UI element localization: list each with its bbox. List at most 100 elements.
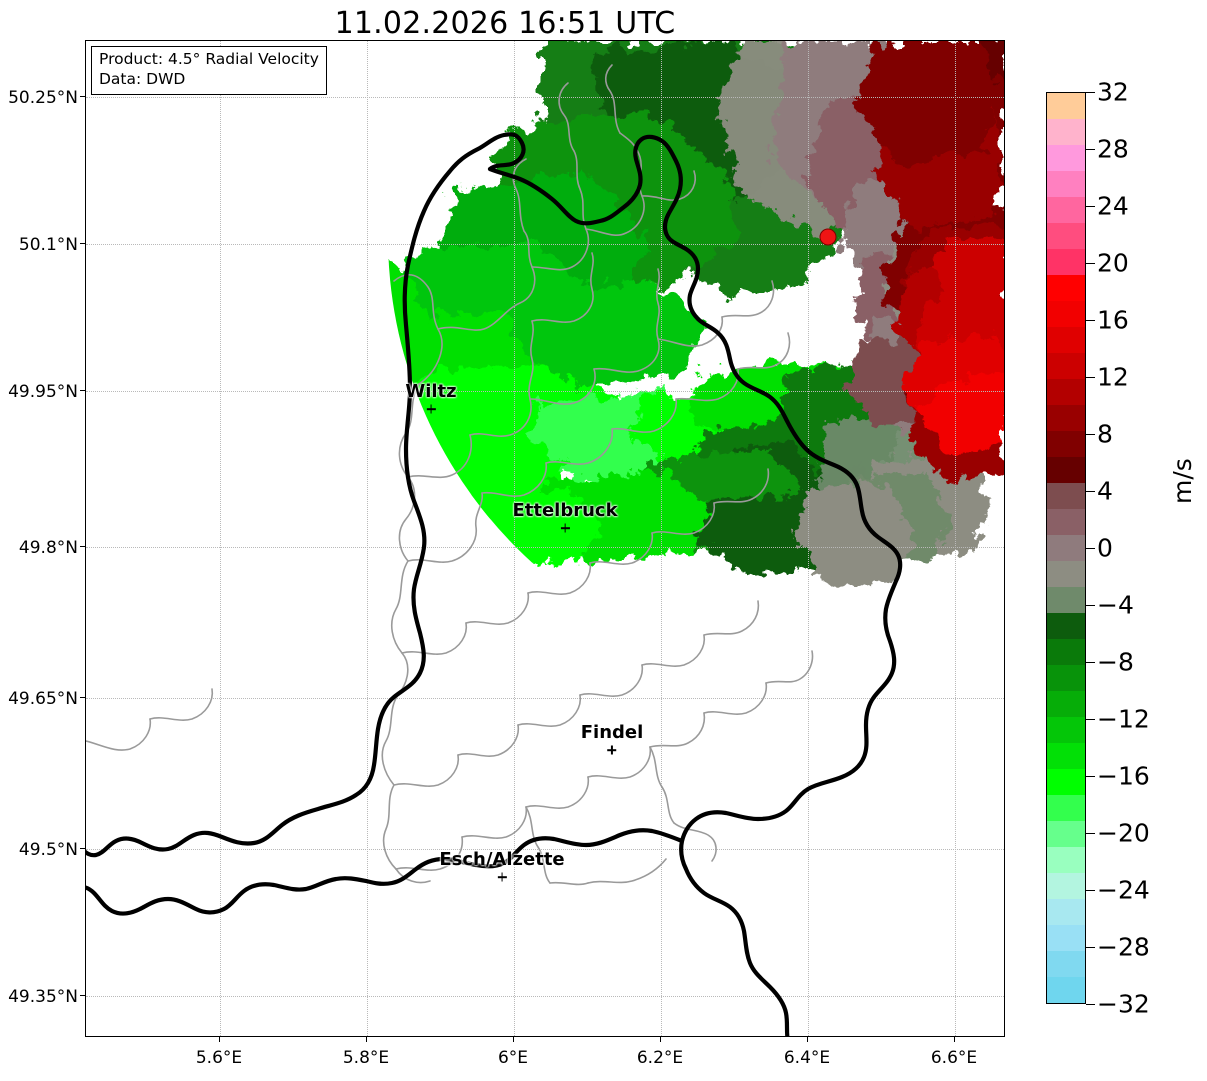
y-tick-label: 50.1°N — [18, 235, 78, 255]
colorbar-tick-mark — [1086, 833, 1095, 834]
gridline-horizontal — [86, 849, 1004, 850]
colorbar-segment — [1047, 249, 1085, 275]
colorbar-unit-label: m/s — [1168, 458, 1197, 504]
colorbar-segment — [1047, 405, 1085, 431]
colorbar-segment — [1047, 145, 1085, 171]
page-title: 11.02.2026 16:51 UTC — [334, 6, 676, 41]
radar-site-marker[interactable] — [819, 228, 837, 246]
colorbar-segment — [1047, 535, 1085, 561]
colorbar-segment — [1047, 639, 1085, 665]
colorbar-segment — [1047, 665, 1085, 691]
colorbar-segment — [1047, 821, 1085, 847]
colorbar-tick-label: 16 — [1097, 305, 1129, 335]
city-label-findel: Findel — [581, 722, 644, 756]
colorbar-tick-label: 4 — [1097, 476, 1113, 506]
colorbar-segment — [1047, 353, 1085, 379]
colorbar-segment — [1047, 925, 1085, 951]
gridline-horizontal — [86, 391, 1004, 392]
colorbar-segment — [1047, 197, 1085, 223]
colorbar-tick-label: −8 — [1097, 647, 1134, 677]
colorbar-tick-mark — [1086, 320, 1095, 321]
gridline-vertical — [514, 41, 515, 1036]
colorbar-segment — [1047, 795, 1085, 821]
colorbar-tick-label: −4 — [1097, 590, 1134, 620]
gridline-horizontal — [86, 244, 1004, 245]
gridline-horizontal — [86, 547, 1004, 548]
y-tick-label: 50.25°N — [8, 88, 78, 108]
colorbar-tick-mark — [1086, 92, 1095, 93]
y-tick-mark — [80, 390, 85, 391]
colorbar-tick-label: −24 — [1097, 875, 1150, 905]
colorbar-tick-mark — [1086, 548, 1095, 549]
x-tick-label: 6°E — [497, 1048, 529, 1068]
colorbar-segment — [1047, 93, 1085, 119]
colorbar-tick-label: −16 — [1097, 761, 1150, 791]
colorbar-tick-label: 8 — [1097, 419, 1113, 449]
x-tick-label: 6.4°E — [783, 1048, 831, 1068]
y-tick-label: 49.95°N — [8, 382, 78, 402]
colorbar-segment — [1047, 743, 1085, 769]
y-tick-mark — [80, 96, 85, 97]
colorbar-segment — [1047, 691, 1085, 717]
y-tick-mark — [80, 848, 85, 849]
colorbar-segment — [1047, 483, 1085, 509]
city-name: Findel — [580, 722, 644, 743]
city-marker-icon — [405, 403, 456, 415]
colorbar-segment — [1047, 717, 1085, 743]
colorbar-tick-label: −28 — [1097, 932, 1150, 962]
radar-map-plot[interactable]: Product: 4.5° Radial Velocity Data: DWD … — [85, 40, 1005, 1037]
legend-data-line: Data: DWD — [99, 69, 186, 88]
product-info-box: Product: 4.5° Radial Velocity Data: DWD — [91, 46, 327, 95]
administrative-boundaries — [86, 64, 903, 1036]
x-tick-label: 5.8°E — [342, 1048, 390, 1068]
colorbar-tick-mark — [1086, 149, 1095, 150]
y-tick-label: 49.65°N — [8, 689, 78, 709]
colorbar-segment — [1047, 457, 1085, 483]
colorbar-segment — [1047, 431, 1085, 457]
x-tick-label: 5.6°E — [195, 1048, 243, 1068]
city-name: Esch/Alzette — [439, 849, 565, 870]
x-tick-label: 6.6°E — [930, 1048, 978, 1068]
x-tick-label: 6.2°E — [636, 1048, 684, 1068]
y-tick-mark — [80, 546, 85, 547]
colorbar-tick-label: −20 — [1097, 818, 1150, 848]
colorbar-tick-mark — [1086, 890, 1095, 891]
city-marker-icon — [512, 522, 617, 534]
colorbar-segment — [1047, 769, 1085, 795]
colorbar-tick-mark — [1086, 377, 1095, 378]
colorbar-segment — [1047, 951, 1085, 977]
colorbar-tick-label: 12 — [1097, 362, 1129, 392]
gridline-vertical — [367, 41, 368, 1036]
colorbar-tick-label: 20 — [1097, 248, 1129, 278]
city-marker-icon — [439, 871, 564, 883]
colorbar-tick-mark — [1086, 662, 1095, 663]
gridline-vertical — [220, 41, 221, 1036]
colorbar-segment — [1047, 587, 1085, 613]
colorbar-segment — [1047, 561, 1085, 587]
gridline-horizontal — [86, 996, 1004, 997]
colorbar-segment — [1047, 275, 1085, 301]
y-tick-mark — [80, 243, 85, 244]
x-tick-mark — [807, 1037, 808, 1042]
city-name: Wiltz — [405, 381, 457, 402]
colorbar-tick-label: 32 — [1097, 77, 1129, 107]
colorbar-tick-mark — [1086, 263, 1095, 264]
x-tick-mark — [954, 1037, 955, 1042]
city-marker-icon — [581, 744, 644, 756]
x-tick-mark — [219, 1037, 220, 1042]
colorbar-segment — [1047, 847, 1085, 873]
y-tick-label: 49.8°N — [18, 538, 78, 558]
x-tick-mark — [513, 1037, 514, 1042]
colorbar-segment — [1047, 977, 1085, 1003]
colorbar-segment — [1047, 613, 1085, 639]
gridline-vertical — [661, 41, 662, 1036]
map-canvas: Product: 4.5° Radial Velocity Data: DWD … — [86, 41, 1004, 1036]
x-tick-mark — [660, 1037, 661, 1042]
colorbar-tick-label: 24 — [1097, 191, 1129, 221]
gridline-vertical — [808, 41, 809, 1036]
y-tick-mark — [80, 697, 85, 698]
colorbar-segment — [1047, 171, 1085, 197]
x-tick-mark — [366, 1037, 367, 1042]
y-tick-label: 49.5°N — [18, 840, 78, 860]
colorbar[interactable] — [1046, 92, 1086, 1004]
